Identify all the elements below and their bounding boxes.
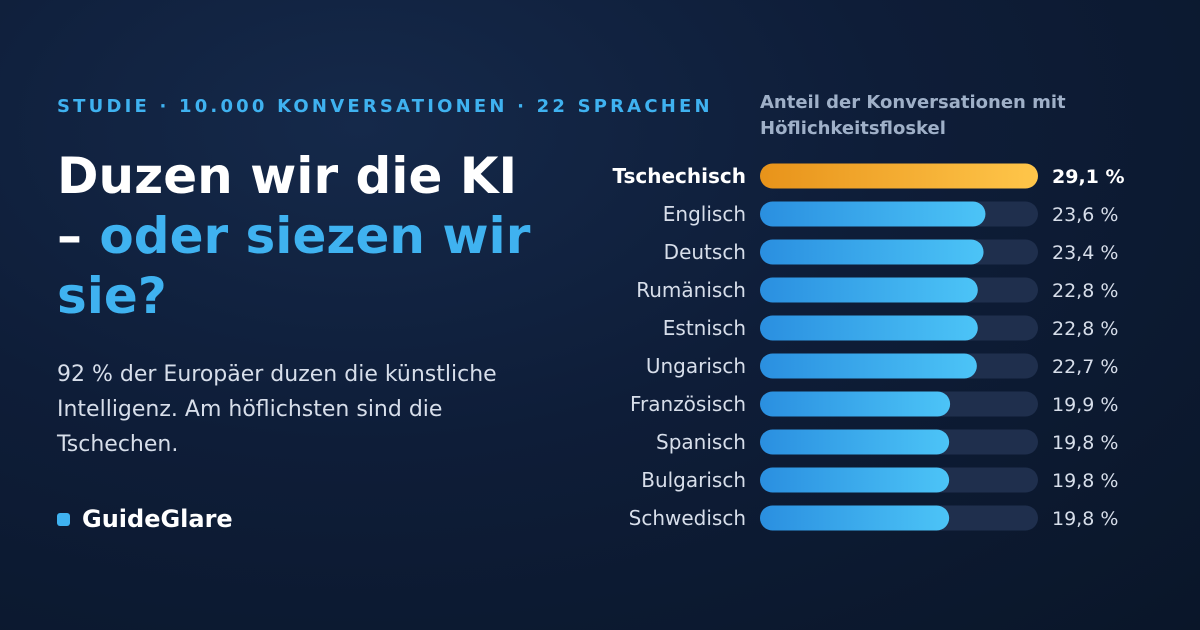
category-label: Estnisch <box>663 316 746 340</box>
bar <box>760 315 978 341</box>
category-label: Schwedisch <box>629 506 746 530</box>
headline-line1: Duzen wir die KI <box>57 147 518 205</box>
value-label: 29,1 % <box>1052 166 1125 188</box>
category-label: Rumänisch <box>636 278 746 302</box>
value-label: 22,7 % <box>1052 356 1118 378</box>
bar <box>760 277 978 303</box>
category-label: Englisch <box>663 202 746 226</box>
category-label: Ungarisch <box>646 354 746 378</box>
category-label: Französisch <box>630 392 746 416</box>
category-label: Tschechisch <box>613 164 747 188</box>
value-label: 19,8 % <box>1052 470 1118 492</box>
value-label: 22,8 % <box>1052 318 1118 340</box>
value-label: 19,9 % <box>1052 394 1118 416</box>
bar-highlight <box>760 163 1038 189</box>
value-label: 23,4 % <box>1052 242 1118 264</box>
bar <box>760 239 984 265</box>
bar <box>760 201 986 227</box>
headline-dash: – <box>57 207 100 265</box>
value-label: 19,8 % <box>1052 508 1118 530</box>
bar <box>760 429 950 455</box>
bar <box>760 391 951 417</box>
category-label: Bulgarisch <box>641 468 746 492</box>
category-label: Spanisch <box>656 430 746 454</box>
value-label: 23,6 % <box>1052 204 1118 226</box>
category-label: Deutsch <box>664 240 746 264</box>
study-eyebrow: STUDIE · 10.000 KONVERSATIONEN · 22 SPRA… <box>57 96 713 117</box>
brand: GuideGlare <box>57 505 233 533</box>
bar <box>760 467 950 493</box>
brand-name: GuideGlare <box>82 505 233 533</box>
headline-accent: oder siezen wir sie? <box>57 207 531 325</box>
brand-square-icon <box>57 512 70 526</box>
value-label: 22,8 % <box>1052 280 1118 302</box>
description: 92 % der Europäer duzen die künstliche I… <box>57 362 497 457</box>
value-label: 19,8 % <box>1052 432 1118 454</box>
headline: Duzen wir die KI – oder siezen wir sie? <box>57 146 577 326</box>
bar <box>760 505 950 531</box>
chart-title: Anteil der Konversationen mit Höflichkei… <box>760 92 1066 139</box>
bar <box>760 353 977 379</box>
